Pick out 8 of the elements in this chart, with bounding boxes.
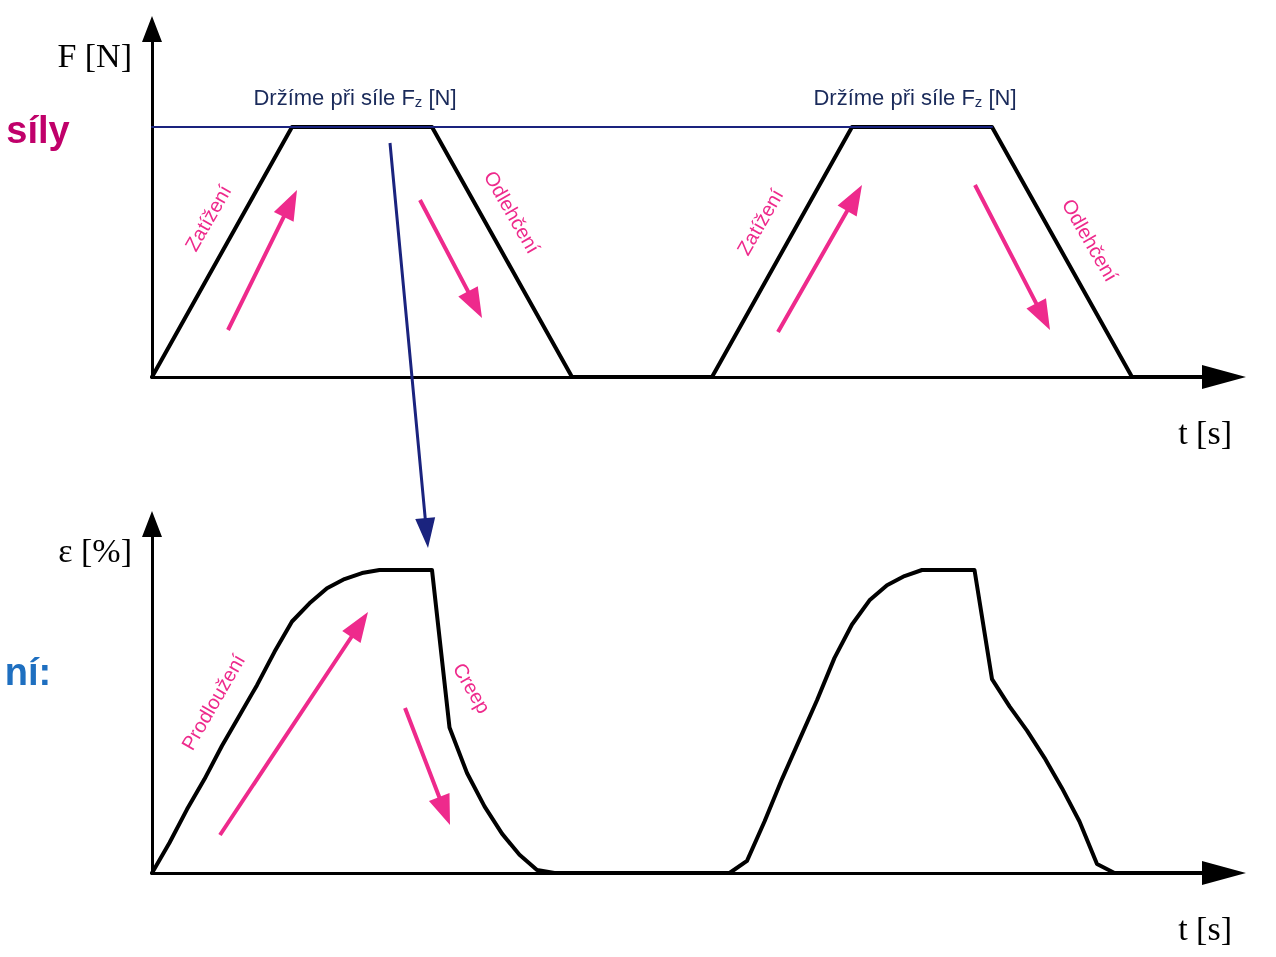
y-axis-title: F [N]	[57, 36, 132, 74]
x-axis-title: t [s]	[1178, 413, 1232, 451]
text: ní:	[4, 651, 52, 693]
text: Držíme při síle Fz [N]	[253, 84, 457, 110]
text: Držíme při síle Fz [N]	[813, 84, 1017, 110]
y-axis-title: ε [%]	[58, 531, 132, 569]
text: síly	[6, 109, 70, 151]
x-axis-title: t [s]	[1178, 909, 1232, 947]
